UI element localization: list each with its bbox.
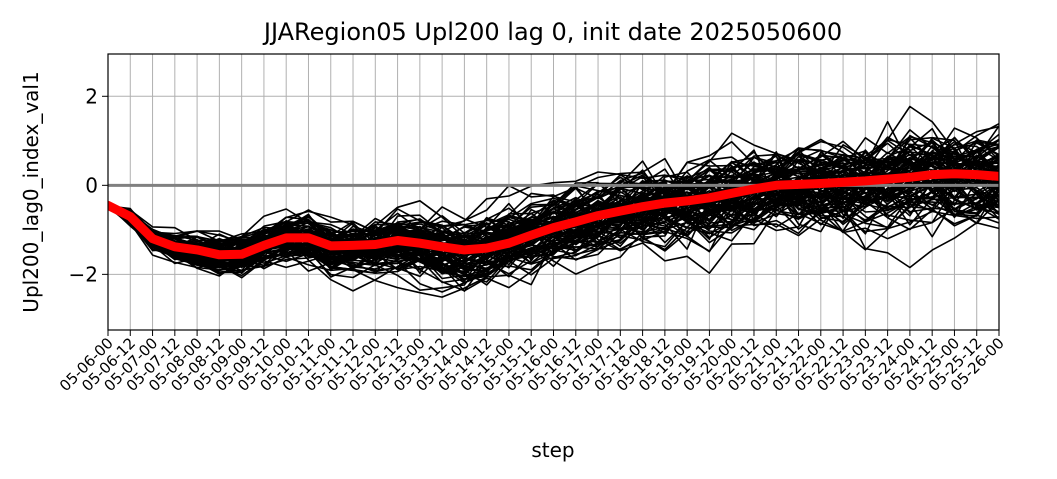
y-tick-label: 0 <box>85 173 98 197</box>
y-tick-label: 2 <box>85 84 98 108</box>
ensemble-mean <box>108 169 999 260</box>
ensemble-mean-line <box>108 169 999 260</box>
ensemble-member-line <box>108 151 999 274</box>
chart-title: JJARegion05 Upl200 lag 0, init date 2025… <box>262 18 842 46</box>
y-axis-label: Upl200_lag0_index_val1 <box>19 71 43 312</box>
ensemble-member-line <box>108 141 999 292</box>
y-tick-label: −2 <box>69 262 98 286</box>
y-axis-ticks: −2 0 2 <box>69 84 108 286</box>
x-axis-label: step <box>531 438 574 462</box>
x-axis-ticks: 05-06-0005-06-1205-07-0005-07-1205-08-00… <box>56 330 1008 395</box>
ensemble-member-line <box>108 160 999 261</box>
